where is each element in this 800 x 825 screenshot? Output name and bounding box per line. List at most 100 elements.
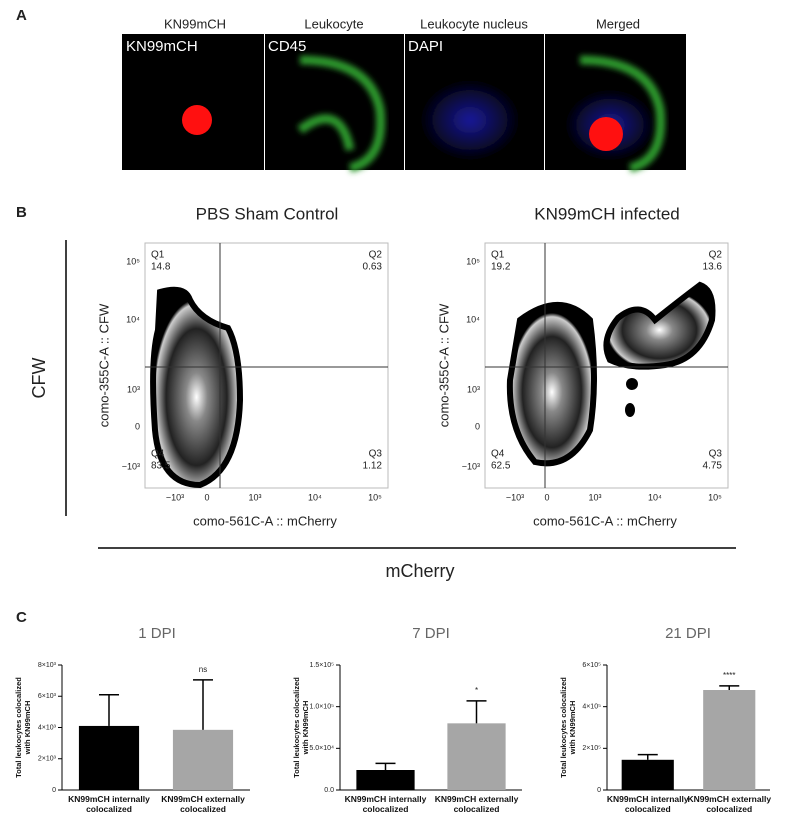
yeast-cell xyxy=(182,105,212,135)
y-tick-label: 4×10³ xyxy=(38,724,57,731)
quadrant-name: Q3 xyxy=(709,449,723,460)
density-contour xyxy=(506,302,597,467)
y-axis-title-box: Total leukocytes colocalized with KN99mC… xyxy=(14,677,32,778)
quadrant-value: 14.8 xyxy=(151,262,171,273)
y-tick-label: 6×10⁵ xyxy=(582,662,601,669)
x-tick-label-box: KN99mCH internally colocalized xyxy=(344,794,427,814)
x-tick-label: KN99mCH externally colocalized xyxy=(687,794,772,814)
chart-title: 21 DPI xyxy=(665,625,711,642)
quadrant-value: 62.5 xyxy=(491,461,511,472)
image-label: CD45 xyxy=(268,38,306,55)
y-tick-label: 0 xyxy=(475,421,480,431)
y-tick-label: 10⁵ xyxy=(466,256,480,266)
y-tick-label: 0 xyxy=(52,787,56,794)
image-label: DAPI xyxy=(408,38,443,55)
x-tick-label: KN99mCH internally colocalized xyxy=(68,794,150,814)
image xyxy=(122,34,264,170)
quadrant-value: 1.12 xyxy=(363,461,383,472)
y-tick-label: 10⁵ xyxy=(126,256,140,266)
quadrant-name: Q1 xyxy=(151,250,165,261)
x-tick-label: 0 xyxy=(204,492,209,502)
quadrant-name: Q2 xyxy=(709,250,723,261)
error-bar xyxy=(466,700,487,724)
x-tick-label: 10⁵ xyxy=(708,492,722,502)
x-tick-label: 0 xyxy=(544,492,549,502)
quadrant-name: Q3 xyxy=(369,449,383,460)
density-contour xyxy=(625,403,635,417)
group-x-label: mCherry xyxy=(385,561,454,581)
y-tick-label: 10⁴ xyxy=(126,314,140,324)
plot-frame xyxy=(144,242,389,489)
y-tick-label: 10³ xyxy=(467,384,480,394)
quadrant-value: 4.75 xyxy=(703,461,723,472)
flow-plot xyxy=(144,242,389,489)
panel-label: B xyxy=(16,204,27,221)
x-tick-label: 10⁵ xyxy=(368,492,382,502)
y-axis-title-box: Total leukocytes colocalized with KN99mC… xyxy=(292,677,310,778)
yeast-cell xyxy=(589,117,623,151)
density-contour xyxy=(150,286,244,489)
error-bar xyxy=(719,685,740,690)
cd45-stain xyxy=(297,55,386,173)
x-tick-label-box: KN99mCH externally colocalized xyxy=(434,794,519,814)
image-label: KN99mCH xyxy=(126,38,198,55)
x-tick-label-box: KN99mCH internally colocalized xyxy=(606,794,689,814)
y-axis-title: Total leukocytes colocalized with KN99mC… xyxy=(559,677,577,778)
y-tick-label: 0 xyxy=(135,421,140,431)
x-tick-label: KN99mCH internally colocalized xyxy=(606,794,689,814)
density-contour xyxy=(603,281,716,370)
group-y-label: CFW xyxy=(29,357,49,398)
y-axis-title: como-355C-A :: CFW xyxy=(96,303,111,427)
column-title: Leukocyte xyxy=(304,16,363,31)
significance: ns xyxy=(199,665,207,674)
x-tick-label: KN99mCH externally colocalized xyxy=(434,794,519,814)
panel-label: A xyxy=(16,7,27,24)
micrographs xyxy=(122,34,686,173)
y-tick-label: −10³ xyxy=(122,461,140,471)
plot-title: PBS Sham Control xyxy=(196,204,339,223)
x-tick-label: KN99mCH internally colocalized xyxy=(344,794,427,814)
bar xyxy=(447,723,506,790)
quadrant-name: Q4 xyxy=(491,449,505,460)
significance: * xyxy=(475,686,478,695)
plot-title: KN99mCH infected xyxy=(534,204,680,223)
y-tick-label: 10⁴ xyxy=(466,314,480,324)
x-tick-label: 10⁴ xyxy=(648,492,662,502)
chart-title: 1 DPI xyxy=(138,625,176,642)
bar xyxy=(621,759,674,790)
quadrant-value: 19.2 xyxy=(491,262,511,273)
x-tick-label: 10³ xyxy=(588,492,601,502)
y-axis-title: Total leukocytes colocalized with KN99mC… xyxy=(292,677,310,778)
column-title: Merged xyxy=(596,16,640,31)
y-tick-label: 5.0×10⁴ xyxy=(309,745,334,752)
flow-plot xyxy=(484,242,729,489)
density-contour xyxy=(626,378,638,390)
quadrant-value: 13.6 xyxy=(703,262,723,273)
y-tick-label: 0 xyxy=(597,787,601,794)
y-axis-title: Total leukocytes colocalized with KN99mC… xyxy=(14,677,32,778)
dapi-stain xyxy=(420,80,520,160)
x-tick-label: −10³ xyxy=(166,492,184,502)
y-tick-label: 6×10³ xyxy=(38,693,57,700)
bar xyxy=(78,725,140,790)
x-tick-label: 10³ xyxy=(248,492,261,502)
x-tick-label: KN99mCH externally colocalized xyxy=(161,794,245,814)
bar xyxy=(172,729,234,790)
quadrant-value: 83.5 xyxy=(151,461,171,472)
error-bar xyxy=(99,693,119,726)
y-tick-label: −10³ xyxy=(462,461,480,471)
bar xyxy=(703,690,756,790)
y-tick-label: 2×10³ xyxy=(38,756,57,763)
plot-frame xyxy=(484,242,729,489)
quadrant-name: Q1 xyxy=(491,250,505,261)
error-bar xyxy=(637,753,658,760)
y-tick-label: 0.0 xyxy=(324,787,334,794)
quadrant-name: Q4 xyxy=(151,449,165,460)
cd45-stain xyxy=(579,55,666,173)
column-title: KN99mCH xyxy=(164,16,226,31)
x-tick-label: 10⁴ xyxy=(308,492,322,502)
y-tick-label: 8×10³ xyxy=(38,662,57,669)
x-axis-title: como-561C-A :: mCherry xyxy=(193,513,337,528)
